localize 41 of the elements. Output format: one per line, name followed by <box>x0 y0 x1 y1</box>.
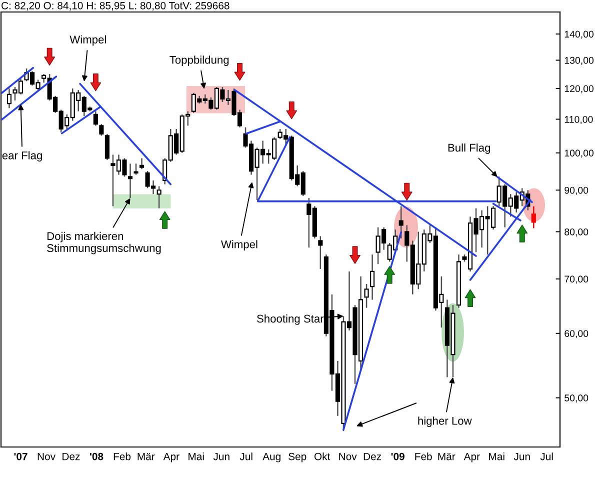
y-tick-label: 60,00 <box>564 330 588 338</box>
x-tick-label: Nov <box>38 452 56 460</box>
x-tick-label: Okt <box>314 452 330 460</box>
y-tick-label: 50,00 <box>564 394 588 403</box>
x-tick-label: Jul <box>540 452 553 460</box>
y-tick-label: 100,00 <box>564 150 594 158</box>
x-tick-label: Mär <box>438 452 456 460</box>
x-tick-label: '08 <box>90 452 104 460</box>
y-tick-label: 140,00 <box>564 30 594 39</box>
annotation: Dojis markieren Stimmungsumschwung <box>47 232 161 254</box>
y-tick-label: 130,00 <box>564 56 594 65</box>
x-tick-label: Feb <box>114 452 131 460</box>
x-tick-label: Mai <box>489 452 504 460</box>
x-tick-label: Apr <box>464 452 480 462</box>
x-tick-label: Sep <box>288 452 306 462</box>
annotation: higher Low <box>418 416 472 427</box>
y-tick-label: 90,00 <box>564 186 588 195</box>
annotation: Toppbildung <box>170 56 229 66</box>
annotation: Bull Flag <box>448 144 490 154</box>
x-tick-label: Mär <box>138 452 155 460</box>
annotation: Shooting Star <box>256 314 324 325</box>
y-tick-label: 70,00 <box>564 276 588 284</box>
x-tick-label: Nov <box>339 452 357 460</box>
annotation: Wimpel <box>70 35 106 46</box>
x-tick-label: Apr <box>163 452 180 462</box>
x-tick-label: Dez <box>62 452 80 460</box>
x-tick-label: Feb <box>415 452 432 460</box>
x-tick-label: Aug <box>262 452 280 462</box>
x-tick-label: Jun <box>213 452 230 460</box>
annotation: Wimpel <box>220 240 258 250</box>
y-tick-label: 110,00 <box>564 116 593 124</box>
y-tick-label: 120,00 <box>564 85 594 94</box>
annotation: ear Flag <box>2 151 42 162</box>
x-tick-label: '07 <box>14 452 28 460</box>
chart-title: C: 82,20 O: 84,10 H: 85,95 L: 80,80 TotV: 259668 <box>2 2 230 11</box>
x-tick-label: Dez <box>364 452 382 460</box>
x-tick-label: '09 <box>391 452 404 460</box>
x-tick-label: Mai <box>188 452 204 460</box>
x-tick-label: Jul <box>240 452 252 460</box>
x-tick-label: Jun <box>514 452 530 460</box>
y-tick-label: 80,00 <box>564 228 588 236</box>
